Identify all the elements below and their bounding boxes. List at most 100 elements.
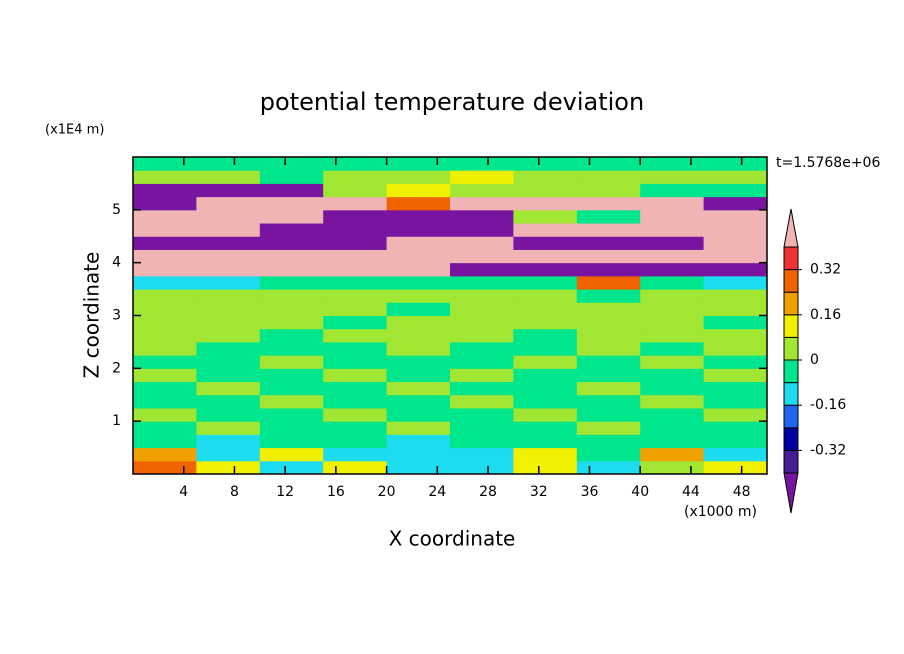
contour-cell bbox=[196, 355, 261, 369]
contour-cell bbox=[196, 275, 261, 290]
contour-cell bbox=[576, 368, 641, 383]
contour-cell bbox=[513, 460, 578, 475]
contour-cell bbox=[576, 460, 641, 475]
contour-cell bbox=[386, 447, 451, 462]
contour-cell bbox=[259, 289, 324, 303]
colorbar-segment bbox=[783, 449, 799, 474]
contour-cell bbox=[386, 355, 451, 369]
colorbar-extend-bottom bbox=[783, 472, 799, 514]
contour-cell bbox=[640, 394, 705, 409]
contour-cell bbox=[450, 157, 514, 171]
contour-cell bbox=[133, 196, 197, 211]
contour-cell bbox=[450, 434, 514, 449]
contour-cell bbox=[513, 223, 578, 237]
contour-cell bbox=[386, 315, 451, 330]
contour-cell bbox=[513, 209, 578, 224]
contour-cell bbox=[703, 170, 768, 184]
contour-cell bbox=[703, 223, 768, 237]
contour-cell bbox=[576, 315, 641, 330]
contour-cell bbox=[640, 407, 705, 422]
contour-cell bbox=[640, 460, 705, 475]
contour-cell bbox=[323, 157, 388, 171]
contour-cell bbox=[323, 262, 388, 277]
contour-cell bbox=[386, 302, 451, 316]
contour-cell bbox=[133, 157, 197, 171]
contour-cell bbox=[703, 209, 768, 224]
contour-cell bbox=[576, 183, 641, 198]
contour-cell bbox=[640, 434, 705, 449]
contour-cell bbox=[450, 460, 514, 475]
contour-cell bbox=[386, 262, 451, 277]
contour-cell bbox=[640, 249, 705, 264]
contour-cell bbox=[513, 196, 578, 211]
contour-cell bbox=[323, 315, 388, 330]
contour-cell bbox=[640, 421, 705, 435]
contour-cell bbox=[323, 170, 388, 184]
contour-cell bbox=[323, 236, 388, 250]
contour-cell bbox=[450, 289, 514, 303]
contour-cell bbox=[576, 407, 641, 422]
contour-cell bbox=[196, 249, 261, 264]
contour-cell bbox=[133, 302, 197, 316]
contour-cell bbox=[576, 421, 641, 435]
contour-cell bbox=[323, 328, 388, 343]
contour-cell bbox=[576, 394, 641, 409]
contour-cell bbox=[576, 328, 641, 343]
x-tick-label: 32 bbox=[530, 484, 548, 500]
y-tick-label: 3 bbox=[112, 308, 121, 324]
contour-cell bbox=[386, 381, 451, 396]
contour-cell bbox=[450, 355, 514, 369]
contour-cell bbox=[450, 394, 514, 409]
contour-cell bbox=[513, 236, 578, 250]
contour-cell bbox=[133, 368, 197, 383]
contour-cell bbox=[386, 157, 451, 171]
contour-cell bbox=[386, 368, 451, 383]
contour-cell bbox=[450, 183, 514, 198]
contour-cell bbox=[576, 381, 641, 396]
colorbar-segment bbox=[783, 291, 799, 316]
contour-cell bbox=[196, 223, 261, 237]
contour-cell bbox=[513, 289, 578, 303]
contour-cell bbox=[703, 328, 768, 343]
contour-cell bbox=[640, 328, 705, 343]
contour-cell bbox=[386, 460, 451, 475]
contour-cell bbox=[323, 368, 388, 383]
contour-cell bbox=[513, 341, 578, 356]
contour-cell bbox=[640, 236, 705, 250]
contour-cell bbox=[386, 407, 451, 422]
contour-cell bbox=[259, 157, 324, 171]
contour-cell bbox=[196, 289, 261, 303]
contour-cell bbox=[323, 447, 388, 462]
contour-cell bbox=[133, 289, 197, 303]
contour-cell bbox=[323, 209, 388, 224]
contour-cell bbox=[196, 302, 261, 316]
contour-cell bbox=[323, 434, 388, 449]
contour-cell bbox=[259, 170, 324, 184]
contour-cell bbox=[133, 315, 197, 330]
colorbar-segment bbox=[783, 269, 799, 293]
contour-cell bbox=[133, 223, 197, 237]
contour-cell bbox=[703, 394, 768, 409]
contour-cell bbox=[259, 302, 324, 316]
contour-cell bbox=[703, 434, 768, 449]
contour-cell bbox=[703, 196, 768, 211]
contour-cell bbox=[386, 275, 451, 290]
contour-cell bbox=[703, 183, 768, 198]
contour-cell bbox=[703, 421, 768, 435]
contour-cell bbox=[259, 328, 324, 343]
contour-cell bbox=[576, 275, 641, 290]
colorbar-tick-label: -0.16 bbox=[810, 397, 846, 413]
contour-cell bbox=[259, 275, 324, 290]
x-tick-label: 44 bbox=[682, 484, 700, 500]
contour-cell bbox=[450, 368, 514, 383]
contour-cell bbox=[513, 368, 578, 383]
x-tick-label: 8 bbox=[230, 484, 239, 500]
contour-cell bbox=[703, 157, 768, 171]
contour-cell bbox=[323, 407, 388, 422]
contour-cell bbox=[703, 302, 768, 316]
contour-cell bbox=[133, 421, 197, 435]
contour-cell bbox=[386, 170, 451, 184]
y-tick-label: 4 bbox=[112, 255, 121, 271]
contour-cell bbox=[450, 315, 514, 330]
x-tick-label: 16 bbox=[327, 484, 345, 500]
